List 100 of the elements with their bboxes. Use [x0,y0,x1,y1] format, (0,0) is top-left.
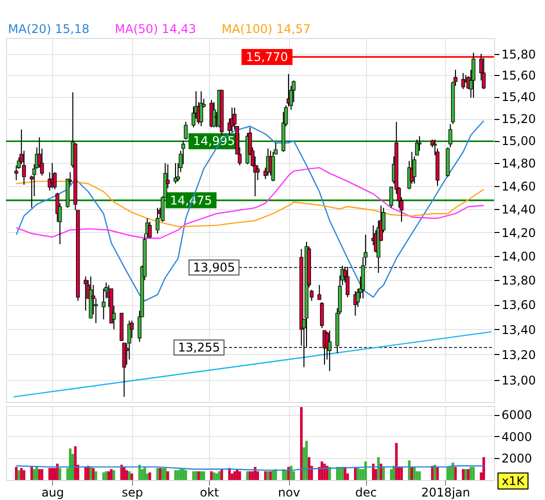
y-tick-label: 14,20 [502,226,536,240]
y-tick-label: 15,60 [502,68,536,83]
bar [467,469,470,480]
bar [194,471,198,480]
bar [166,471,170,480]
bar [482,457,486,480]
x-tick-label: sep [122,486,143,500]
bar [18,470,20,480]
y-tick-label: 15,40 [502,90,536,104]
bar [202,471,206,480]
candlestick [84,276,88,312]
bar [102,472,105,480]
y-tick-label: 14,00 [502,250,536,264]
bar [140,469,144,480]
y-tick-label: 14,80 [502,156,536,171]
bar [380,464,382,480]
bar [112,470,116,480]
bar [464,469,468,480]
bar [354,468,357,480]
bar [308,457,310,480]
bar [94,471,98,480]
y-tick-label: 14,40 [502,202,536,216]
bar [266,471,270,480]
bar [164,468,167,480]
bar [472,466,475,480]
y-tick-label: 13,80 [502,274,536,288]
bar [215,473,218,480]
bar [192,471,195,480]
bar [14,466,18,480]
bar [200,471,202,480]
bar [390,469,393,480]
bar [248,471,252,480]
bar [36,466,38,480]
bar [416,471,418,480]
ref-line-label: 13,905 [193,260,235,274]
bar [184,470,188,480]
bar [410,466,414,480]
bar [128,471,131,480]
candlestick [184,121,188,140]
bar [220,469,224,480]
bar [56,464,59,480]
bar [48,468,51,480]
y-tick-label: 14,60 [502,179,536,194]
candlestick [148,221,152,239]
bar [156,468,159,480]
bar [400,466,403,480]
bar [418,471,421,480]
bar [158,468,162,480]
bar [30,466,33,480]
bar [38,469,41,480]
y-tick-label: 15,00 [502,134,536,148]
line-series [16,120,484,302]
line-series [16,180,484,228]
bar [395,443,398,480]
bar [218,471,220,480]
bar [246,471,249,480]
bar [228,468,231,480]
bar [233,471,236,480]
bar [300,407,303,480]
ref-line-label: 15,770 [246,50,288,64]
bar [107,471,110,480]
bar [356,468,360,480]
line-series [16,167,484,239]
bar [210,471,213,480]
bar [110,469,113,480]
text: x1K [502,474,526,488]
bar [40,469,44,480]
candlestick [482,58,486,90]
bar [256,471,260,480]
y-tick-label: 15,80 [502,47,536,62]
y-tick-label: 2000 [502,452,532,466]
bar [377,457,380,480]
text: MA(20) 15,18 [8,22,90,36]
bar [436,466,439,480]
candlestick [418,136,422,152]
bar [125,470,128,480]
bar [359,469,362,480]
bar [22,470,26,480]
bar [89,466,92,480]
bar [238,471,242,480]
bar [269,471,272,480]
x-tick-label: okt [200,486,220,500]
bar [104,471,108,480]
bar [174,470,177,480]
x-tick-label: 2018jan [421,486,470,500]
bar [212,472,216,480]
y-tick-label: 13,40 [502,322,536,337]
candlestick [317,284,322,300]
bar [305,440,308,480]
y-tick-label: 13,60 [502,298,536,312]
text: MA(50) 14,43 [114,22,196,36]
bar [372,464,375,480]
y-tick-label: 13,00 [502,373,536,388]
bar [470,466,472,480]
bar [251,471,254,480]
bar [143,466,146,480]
bar [408,460,411,480]
x-tick-label: dec [355,486,377,500]
candlestick [271,151,276,182]
bar [176,470,180,480]
